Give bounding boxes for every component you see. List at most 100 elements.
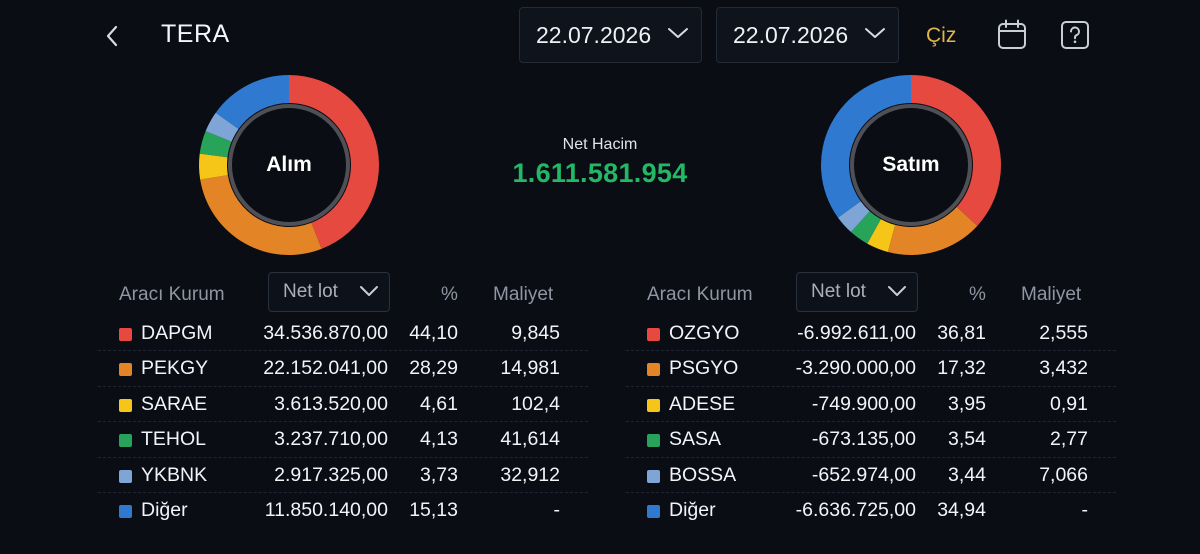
end-date-select[interactable]: 22.07.2026 (716, 7, 899, 63)
help-icon (1061, 21, 1089, 49)
table-row[interactable]: YKBNK 2.917.325,00 3,73 32,912 (98, 458, 588, 493)
chevron-down-icon (865, 28, 885, 38)
start-date-select[interactable]: 22.07.2026 (519, 7, 702, 63)
donut-slice-tehol (199, 131, 232, 158)
broker-column-header: Aracı Kurum (647, 284, 753, 305)
donut-slice-bossa (837, 201, 870, 233)
percent-value: 17,32 (937, 357, 986, 380)
cost-column-header: Maliyet (493, 284, 554, 305)
legend-swatch (119, 469, 132, 483)
cost-value: - (553, 498, 561, 521)
net-lot-value: -6.636.725,00 (795, 498, 916, 521)
chevron-left-icon (106, 25, 118, 47)
donut-slice-diğer (215, 75, 289, 129)
cost-value: 102,4 (511, 392, 560, 415)
table-row[interactable]: DAPGM 34.536.870,00 44,10 9,845 (98, 316, 588, 352)
table-row[interactable]: SARAE 3.613.520,00 4,61 102,4 (98, 387, 588, 423)
legend-swatch (119, 504, 132, 518)
sell-donut-label: Satım (882, 153, 940, 176)
sell-donut-svg (821, 75, 1001, 255)
cost-value: 7,066 (1039, 463, 1088, 486)
percent-value: 3,44 (948, 463, 986, 486)
donut-slice-sarae (199, 153, 228, 180)
cost-value: - (1081, 498, 1089, 521)
legend-swatch (119, 328, 132, 341)
buy-metric-select[interactable]: Net lot (268, 272, 390, 312)
percent-column-header: % (969, 284, 986, 305)
legend-swatch (647, 398, 660, 412)
net-volume-value: 1.611.581.954 (512, 158, 688, 188)
cost-value: 2,555 (1039, 322, 1088, 344)
percent-value: 44,10 (409, 322, 458, 344)
legend-swatch (119, 363, 132, 377)
table-row[interactable]: SASA -673.135,00 3,54 2,77 (626, 422, 1116, 458)
donut-slice-adese (867, 219, 896, 252)
legend-swatch (647, 504, 660, 518)
donut-slice-ykbnk (205, 112, 239, 142)
percent-value: 4,61 (420, 392, 458, 415)
table-row[interactable]: ADESE -749.900,00 3,95 0,91 (626, 387, 1116, 423)
donut-slice-dapgm (289, 75, 379, 249)
end-date-value: 22.07.2026 (733, 21, 849, 48)
table-row[interactable]: PSGYO -3.290.000,00 17,32 3,432 (626, 351, 1116, 387)
donut-slice-pekgy (200, 175, 322, 256)
buy-table-header: Aracı Kurum Net lot % Maliyet (98, 272, 588, 316)
metric-select-value: Net lot (283, 281, 338, 302)
table-row[interactable]: Diğer -6.636.725,00 34,94 - (626, 493, 1116, 528)
net-lot-value: 3.613.520,00 (274, 392, 388, 415)
donut-slice-sasa (850, 211, 881, 244)
calendar-button[interactable] (995, 18, 1029, 52)
broker-name: Diğer (669, 498, 716, 521)
legend-swatch (119, 398, 132, 412)
percent-value: 36,81 (937, 322, 986, 344)
sell-table-body: OZGYO -6.992.611,00 36,81 2,555 PSGYO -3.290.… (626, 316, 1116, 528)
percent-value: 3,95 (948, 392, 986, 415)
cost-column-header: Maliyet (1021, 284, 1082, 305)
table-row[interactable]: BOSSA -652.974,00 3,44 7,066 (626, 458, 1116, 493)
legend-swatch (647, 469, 660, 483)
net-lot-value: 2.917.325,00 (274, 463, 388, 486)
broker-name: SARAE (141, 392, 208, 415)
net-lot-value: -3.290.000,00 (795, 357, 916, 380)
table-row[interactable]: OZGYO -6.992.611,00 36,81 2,555 (626, 316, 1116, 352)
cost-value: 0,91 (1050, 392, 1088, 415)
percent-value: 3,54 (948, 428, 986, 451)
table-row[interactable]: PEKGY 22.152.041,00 28,29 14,981 (98, 351, 588, 387)
draw-button[interactable]: Çiz (926, 24, 957, 47)
chevron-down-icon (360, 286, 378, 296)
percent-value: 4,13 (420, 428, 458, 451)
help-button[interactable] (1058, 18, 1092, 52)
start-date-value: 22.07.2026 (536, 21, 652, 48)
buy-table: Aracı Kurum Net lot % Maliyet DAPGM 34.53… (98, 272, 588, 528)
back-button[interactable] (96, 18, 128, 54)
buy-donut-label: Alım (266, 153, 312, 176)
buy-table-body: DAPGM 34.536.870,00 44,10 9,845 PEKGY 22.152.… (98, 316, 588, 528)
net-lot-value: 11.850.140,00 (264, 498, 388, 521)
chevron-down-icon (888, 286, 906, 296)
buy-donut-svg (199, 75, 379, 256)
donut-hole (854, 108, 968, 222)
legend-swatch (647, 328, 660, 341)
buy-donut-chart: Alım (198, 74, 380, 256)
percent-value: 15,13 (409, 498, 458, 521)
donut-slice-diğer (821, 75, 911, 218)
cost-value: 14,981 (500, 357, 560, 380)
broker-name: SASA (669, 428, 722, 451)
net-lot-value: 22.152.041,00 (263, 357, 388, 380)
percent-value: 3,73 (420, 463, 458, 486)
broker-name: PEKGY (141, 357, 209, 380)
calendar-icon (998, 19, 1026, 49)
table-row[interactable]: TEHOL 3.237.710,00 4,13 41,614 (98, 422, 588, 458)
sell-table: Aracı Kurum Net lot % Maliyet OZGYO -6.99… (626, 272, 1116, 528)
broker-name: OZGYO (669, 322, 740, 344)
sell-metric-select[interactable]: Net lot (796, 272, 918, 312)
percent-value: 28,29 (409, 357, 458, 380)
percent-value: 34,94 (937, 498, 986, 521)
broker-name: YKBNK (141, 463, 208, 486)
net-lot-value: 3.237.710,00 (274, 428, 388, 451)
cost-value: 2,77 (1050, 428, 1088, 451)
legend-swatch (647, 363, 660, 377)
sell-donut-chart: Satım (820, 74, 1002, 256)
table-row[interactable]: Diğer 11.850.140,00 15,13 - (98, 493, 588, 528)
percent-column-header: % (441, 284, 458, 305)
